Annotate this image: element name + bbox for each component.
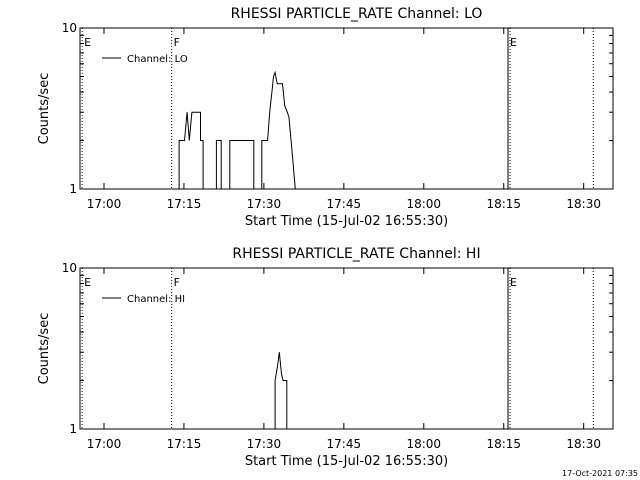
x-tick-label: 18:00	[406, 437, 441, 451]
flag-label: E	[84, 36, 91, 49]
series-line	[178, 70, 296, 190]
x-tick-label: 18:15	[486, 437, 521, 451]
x-tick-label: 17:30	[247, 437, 282, 451]
chart-title: RHESSI PARTICLE_RATE Channel: LO	[231, 6, 483, 22]
y-tick-label: 1	[69, 182, 77, 196]
x-tick-label: 18:15	[486, 197, 521, 211]
x-axis-label: Start Time (15-Jul-02 16:55:30)	[245, 214, 448, 229]
footer-timestamp: 17-Oct-2021 07:35	[562, 469, 638, 478]
plot-frame	[79, 27, 614, 190]
x-tick-label: 17:00	[87, 197, 122, 211]
y-tick-label: 1	[69, 422, 77, 436]
flag-label: E	[84, 276, 91, 289]
legend-label: Channel: HI	[127, 294, 185, 305]
x-tick-label: 17:45	[327, 197, 362, 211]
x-tick-label: 18:30	[566, 197, 601, 211]
flag-label: E	[510, 276, 517, 289]
x-axis-label: Start Time (15-Jul-02 16:55:30)	[245, 454, 448, 469]
x-tick-label: 17:15	[167, 197, 202, 211]
y-tick-label: 10	[62, 261, 77, 275]
x-tick-label: 18:00	[406, 197, 441, 211]
chart-title: RHESSI PARTICLE_RATE Channel: HI	[232, 246, 480, 262]
x-tick-label: 17:30	[247, 197, 282, 211]
chart-panel-lo: RHESSI PARTICLE_RATE Channel: LO 17:00 17:…	[37, 6, 614, 229]
series-line	[274, 352, 288, 429]
x-tick-label: 17:00	[87, 437, 122, 451]
y-axis-label: Counts/sec	[37, 313, 52, 385]
flag-label: F	[174, 36, 180, 49]
chart-panel-hi: RHESSI PARTICLE_RATE Channel: HI 17:00 17:…	[37, 246, 614, 469]
x-tick-label: 17:15	[167, 437, 202, 451]
x-tick-label: 18:30	[566, 437, 601, 451]
x-tick-label: 17:45	[327, 437, 362, 451]
y-tick-label: 10	[62, 21, 77, 35]
plot-frame	[79, 267, 614, 430]
flag-label: E	[510, 36, 517, 49]
flag-label: F	[174, 276, 180, 289]
legend-label: Channel: LO	[127, 54, 188, 65]
y-axis-label: Counts/sec	[37, 73, 52, 145]
